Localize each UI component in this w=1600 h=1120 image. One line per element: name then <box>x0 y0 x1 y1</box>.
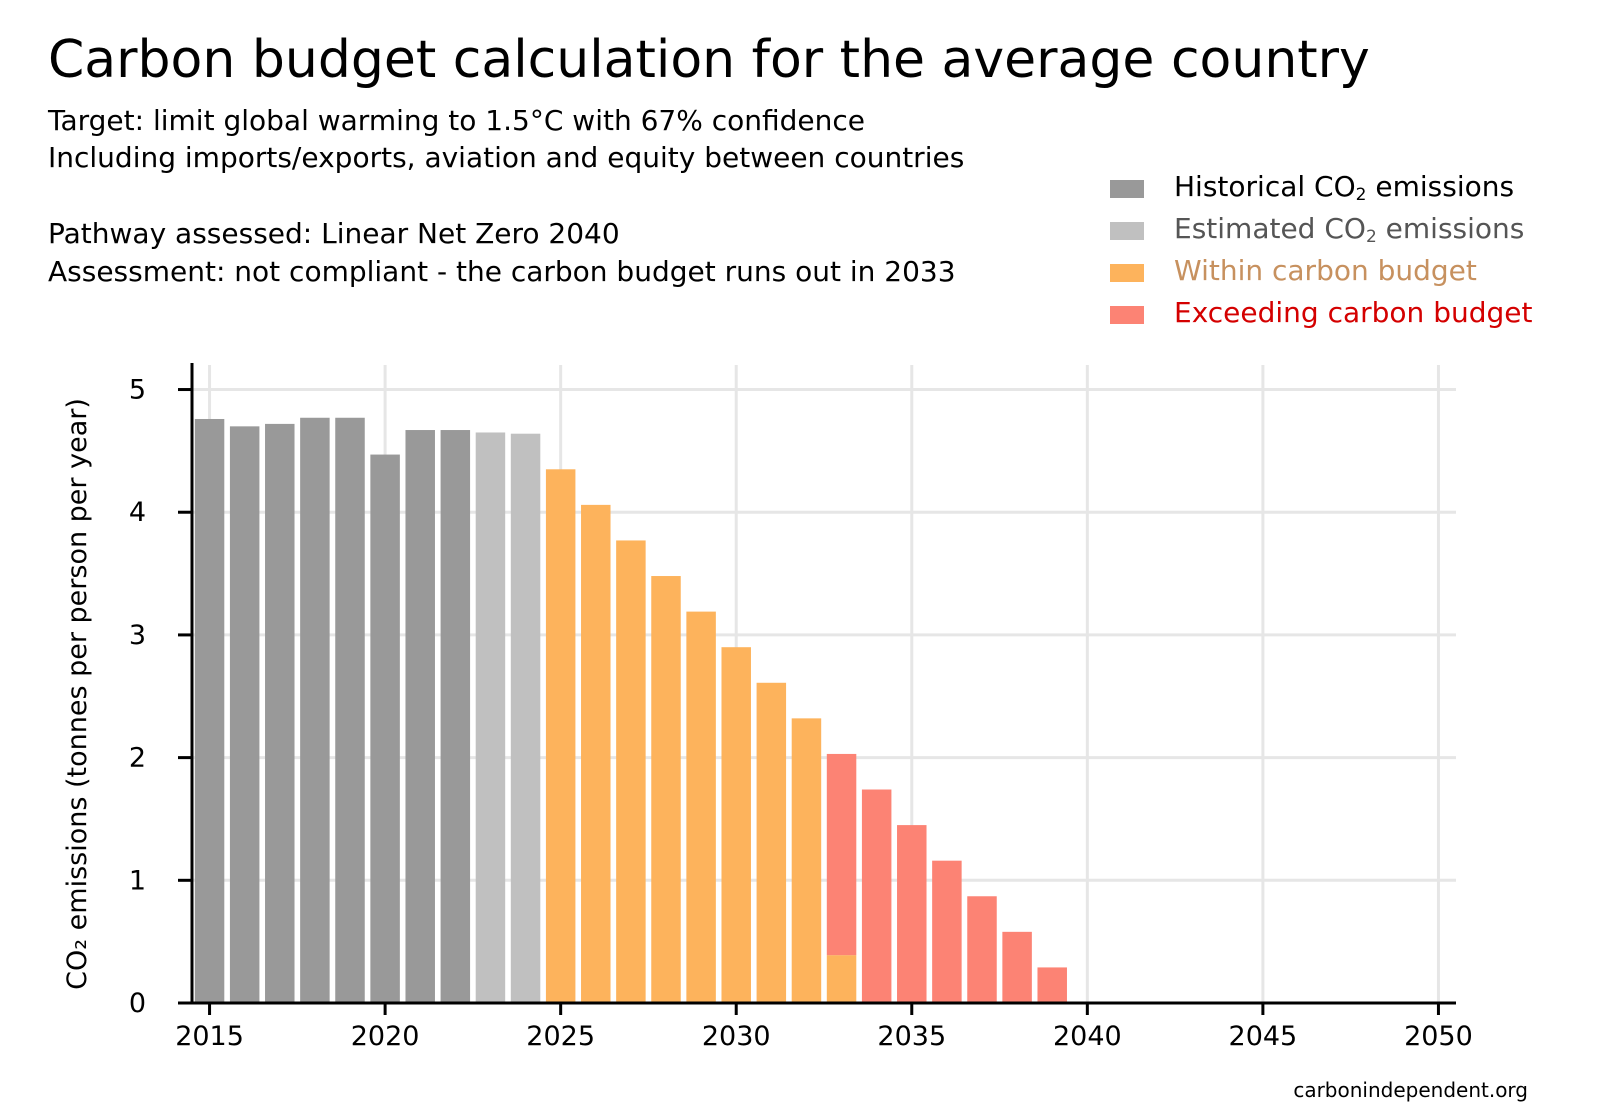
legend-swatch-within <box>1110 264 1144 282</box>
x-tick-label: 2050 <box>1404 1021 1473 1052</box>
bar-within <box>616 540 646 1003</box>
bar-within <box>581 504 611 1003</box>
bar-within <box>545 469 576 1003</box>
bar-within <box>686 611 716 1003</box>
bar-historical <box>335 417 365 1003</box>
x-tick-label: 2025 <box>526 1021 595 1052</box>
bar-exceeding <box>897 825 927 1003</box>
bar-exceeding <box>826 753 857 956</box>
legend-swatch-estimated <box>1110 222 1144 240</box>
chart-title: Carbon budget calculation for the averag… <box>48 30 1370 90</box>
y-tick-label: 0 <box>129 988 146 1019</box>
x-tick-label: 2045 <box>1229 1021 1298 1052</box>
bar-estimated <box>475 432 506 1003</box>
pathway-text: Pathway assessed: Linear Net Zero 2040 <box>48 217 620 250</box>
legend-label-historical: Historical CO2 emissions <box>1174 170 1515 205</box>
y-tick-label: 4 <box>129 497 146 528</box>
bar-exceeding <box>967 896 997 1003</box>
x-tick-label: 2015 <box>175 1021 244 1052</box>
y-axis-label: CO₂ emissions (tonnes per person per yea… <box>62 398 93 990</box>
bar-historical <box>440 430 471 1003</box>
legend-label-within: Within carbon budget <box>1174 254 1477 287</box>
bar-historical <box>300 417 330 1003</box>
bar-within <box>721 647 751 1003</box>
assessment-text: Assessment: not compliant - the carbon b… <box>48 255 956 288</box>
bar-exceeding <box>932 860 962 1003</box>
bar-historical <box>194 418 225 1003</box>
bar-historical <box>265 423 295 1003</box>
bar-historical <box>229 426 260 1003</box>
y-tick-label: 3 <box>129 620 146 651</box>
legend-swatch-historical <box>1110 180 1144 198</box>
bar-exceeding <box>1037 967 1067 1003</box>
bar-within <box>756 682 787 1003</box>
bar-estimated <box>510 433 541 1003</box>
subtitle-scope: Including imports/exports, aviation and … <box>48 141 965 174</box>
x-tick-label: 2030 <box>702 1021 771 1052</box>
subtitle-target: Target: limit global warming to 1.5°C wi… <box>48 104 866 137</box>
legend-label-estimated: Estimated CO2 emissions <box>1174 212 1525 247</box>
bar-exceeding <box>1002 931 1032 1003</box>
x-tick-label: 2035 <box>877 1021 946 1052</box>
x-tick-label: 2040 <box>1053 1021 1122 1052</box>
bar-historical <box>370 454 400 1003</box>
bar-exceeding <box>861 789 892 1003</box>
legend-swatch-exceeding <box>1110 306 1144 324</box>
bar-within <box>651 576 681 1003</box>
bar-historical <box>405 430 435 1003</box>
y-tick-label: 5 <box>129 375 146 406</box>
legend-label-exceeding: Exceeding carbon budget <box>1174 296 1533 329</box>
y-tick-label: 2 <box>129 743 146 774</box>
y-tick-label: 1 <box>129 865 146 896</box>
bar-within <box>791 718 822 1003</box>
bar-within <box>826 955 857 1003</box>
x-tick-label: 2020 <box>351 1021 420 1052</box>
source-credit: carbonindependent.org <box>1293 1078 1528 1102</box>
